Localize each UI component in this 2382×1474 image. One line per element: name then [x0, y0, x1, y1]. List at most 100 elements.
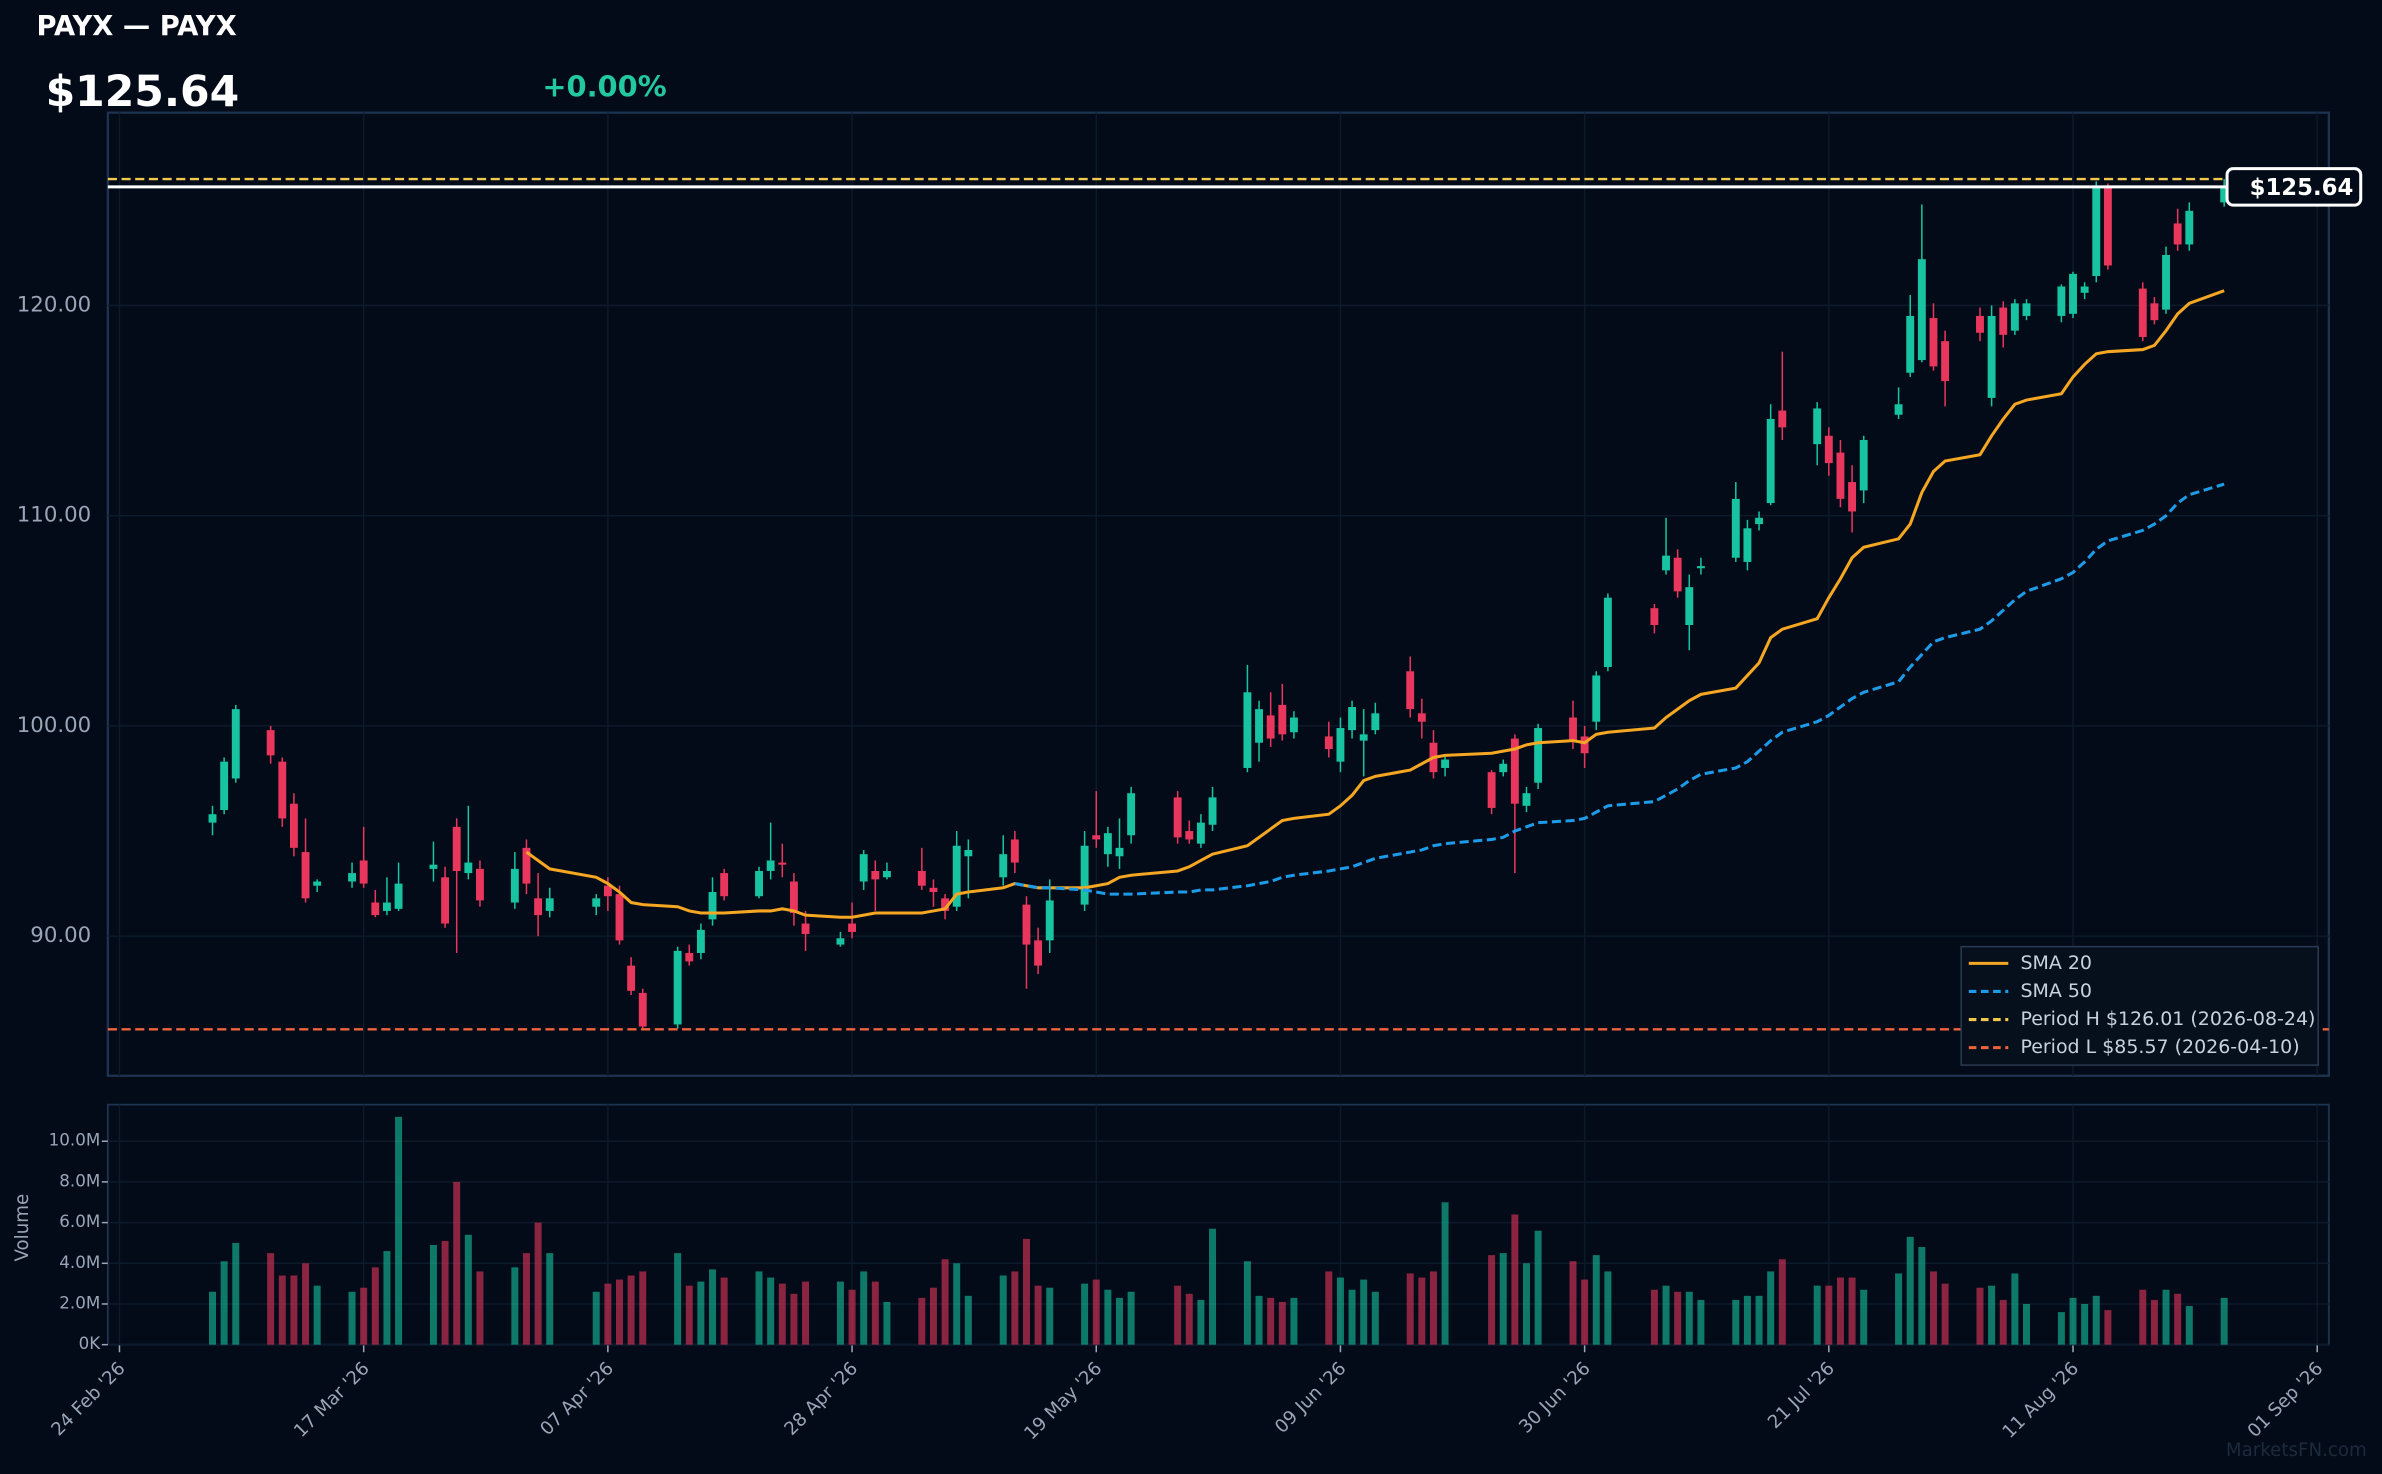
volume-bar	[1174, 1285, 1182, 1345]
candle-body	[359, 860, 368, 884]
y-tick-label: 110.00	[17, 503, 91, 528]
volume-bar	[1511, 1214, 1519, 1345]
candle-body	[441, 877, 450, 924]
volume-bar	[1732, 1299, 1740, 1345]
y-tick-label: 90.00	[30, 923, 91, 948]
candle-body	[1371, 713, 1380, 731]
candle-body	[2069, 273, 2077, 314]
candle-body	[1196, 822, 1205, 844]
candle-body	[1255, 709, 1263, 743]
volume-bar	[697, 1281, 705, 1345]
volume-bar	[2104, 1310, 2112, 1345]
volume-bar	[1941, 1283, 1949, 1345]
candle-body	[1755, 517, 1764, 525]
candle-body	[766, 860, 775, 871]
volume-bar	[1290, 1297, 1298, 1345]
volume-tick-label: 0K	[79, 1333, 102, 1353]
volume-bar	[639, 1271, 647, 1345]
volume-bar	[1046, 1287, 1054, 1345]
candle-body	[1324, 736, 1333, 750]
candle-body	[1650, 608, 1659, 626]
volume-bar	[2185, 1306, 2193, 1345]
candle-body	[278, 761, 287, 819]
volume-bar	[1197, 1299, 1205, 1345]
candle-body	[673, 950, 682, 1025]
candle-body	[1487, 772, 1496, 808]
candle-body	[708, 892, 717, 920]
volume-bar	[1778, 1259, 1786, 1345]
candle-body	[952, 845, 961, 907]
price-tag-label: $125.64	[2250, 175, 2354, 201]
x-tick-label: 28 Apr '26	[781, 1358, 863, 1440]
x-tick-label: 24 Feb '26	[47, 1358, 129, 1440]
volume-bar	[2011, 1273, 2019, 1345]
candle-body	[603, 885, 612, 897]
candle-body	[476, 868, 484, 901]
volume-bar	[616, 1279, 623, 1345]
candle-body	[1010, 839, 1019, 863]
volume-bar	[1929, 1271, 1937, 1345]
candle-body	[1045, 900, 1054, 941]
sma-line	[1014, 482, 2225, 896]
candle-body	[1941, 341, 1950, 382]
candle-body	[464, 862, 473, 874]
volume-bar	[1429, 1271, 1437, 1345]
candle-body	[1731, 498, 1740, 558]
watermark: MarketsFN.com	[2226, 1440, 2367, 1461]
volume-bar	[278, 1275, 286, 1345]
legend-label: Period L $85.57 (2026-04-10)	[2020, 1036, 2299, 1058]
candle-body	[1022, 904, 1031, 945]
volume-bar	[2069, 1297, 2077, 1345]
candle-body	[522, 847, 531, 884]
candle-body	[2080, 286, 2089, 293]
volume-bar	[1743, 1295, 1751, 1345]
volume-bar	[767, 1277, 775, 1345]
candle-body	[2022, 303, 2031, 316]
volume-bar	[464, 1234, 472, 1345]
candle-body	[289, 803, 298, 848]
volume-bar	[1674, 1291, 1682, 1345]
volume-bar	[1371, 1291, 1379, 1345]
candle-body	[917, 870, 926, 886]
volume-bar	[1092, 1279, 1100, 1345]
candle-body	[964, 849, 973, 857]
volume-bar	[511, 1267, 519, 1345]
volume-tick-label: 8.0M	[59, 1170, 100, 1190]
candle-body	[848, 923, 857, 932]
candle-body	[1185, 831, 1194, 840]
volume-bar	[371, 1267, 379, 1345]
volume-bar	[1755, 1295, 1763, 1345]
candle-body	[929, 887, 938, 893]
volume-bar	[1662, 1285, 1670, 1345]
candle-body	[1278, 704, 1287, 735]
legend-label: Period H $126.01 (2026-08-24)	[2020, 1008, 2315, 1030]
volume-bar	[1685, 1291, 1693, 1345]
volume-bar	[674, 1253, 682, 1345]
candle-body	[1569, 717, 1577, 741]
volume-bar	[2092, 1295, 2100, 1345]
candle-body	[1766, 418, 1775, 504]
candle-body	[1836, 452, 1845, 499]
candle-body	[1510, 738, 1519, 804]
volume-bar	[2162, 1289, 2170, 1345]
volume-axis-label: Volume	[12, 1194, 33, 1262]
volume-bar	[755, 1271, 763, 1345]
x-tick-label: 11 Aug '26	[1999, 1358, 2084, 1443]
candle-body	[1243, 692, 1252, 768]
candle-body	[1778, 410, 1787, 428]
candle-body	[1441, 759, 1450, 768]
volume-bar	[441, 1240, 449, 1345]
volume-bar	[1081, 1283, 1089, 1345]
volume-bar	[2139, 1289, 2147, 1345]
candle-body	[615, 894, 624, 941]
x-tick-label: 21 Jul '26	[1764, 1358, 1839, 1433]
legend: SMA 20 SMA 50 Period H $126.01 (2026-08-24…	[1960, 945, 2319, 1066]
candle-body	[534, 898, 543, 916]
volume-bar	[848, 1289, 856, 1345]
volume-bar	[1267, 1297, 1275, 1345]
candle-body	[452, 826, 461, 871]
y-tick-label: 120.00	[17, 292, 91, 317]
sma-line	[525, 289, 2225, 919]
x-tick-label: 09 Jun '26	[1271, 1358, 1351, 1438]
